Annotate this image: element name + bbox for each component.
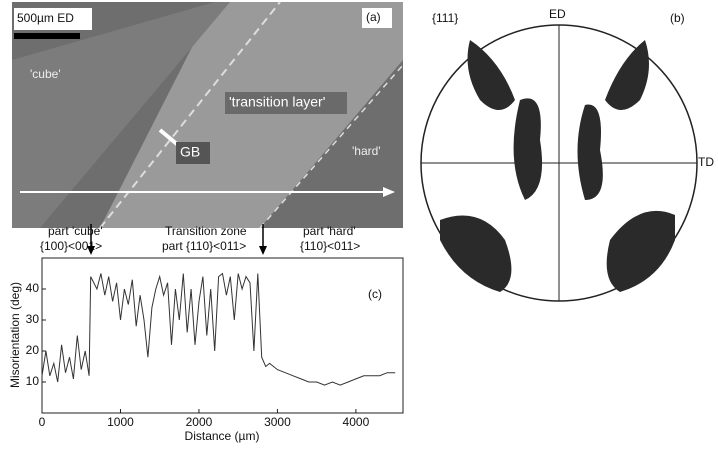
y-axis-label: Misorientation (deg): [8, 282, 22, 388]
region-label: 'transition layer': [229, 94, 325, 110]
panel-label: (b): [670, 11, 685, 25]
position-arrow: [259, 246, 267, 255]
region-label: 'hard': [352, 144, 381, 158]
label-box: [176, 142, 210, 164]
scale-bar: [14, 33, 80, 39]
annotation: {110}<011>: [300, 239, 360, 253]
cube-region-streaks: [12, 2, 230, 228]
annotation: {100}<001>: [40, 239, 102, 253]
axis-label: TD: [698, 155, 714, 169]
region-label: GB: [180, 144, 200, 160]
annotation: Transition zone: [165, 224, 247, 238]
position-arrow: [87, 246, 95, 255]
grain-boundary: [99, 1, 281, 229]
annotation: part 'cube': [48, 224, 103, 238]
annotation: part 'hard': [303, 224, 356, 238]
y-tick-label: 30: [26, 312, 40, 326]
label-box: [225, 92, 347, 114]
x-tick-label: 1000: [107, 415, 134, 429]
scan-arrowhead: [383, 187, 395, 197]
pole-label: {111}: [432, 11, 458, 25]
region-label: 'cube': [30, 67, 61, 81]
transition-layer-region: [100, 2, 403, 228]
panel-label: (a): [366, 10, 381, 24]
gb-arrow: [158, 128, 180, 147]
annotation: part {110}<011>: [162, 239, 246, 253]
x-axis-label: Distance (µm): [185, 429, 260, 443]
axis-label: ED: [549, 7, 566, 21]
label-box: [362, 8, 392, 28]
boundary-line: [259, 64, 404, 229]
x-tick-label: 4000: [343, 415, 370, 429]
scale-box: [14, 8, 92, 30]
y-tick-label: 20: [26, 343, 40, 357]
x-tick-label: 3000: [264, 415, 291, 429]
y-tick-label: 40: [26, 281, 40, 295]
x-tick-label: 2000: [186, 415, 213, 429]
pole-density: [440, 40, 675, 292]
scale-label: 500µm ED: [17, 11, 74, 25]
panel-label: (c): [368, 287, 382, 301]
x-tick-label: 0: [39, 415, 46, 429]
data-line: [41, 272, 396, 386]
plot-frame: [41, 257, 404, 414]
y-tick-label: 10: [26, 374, 40, 388]
